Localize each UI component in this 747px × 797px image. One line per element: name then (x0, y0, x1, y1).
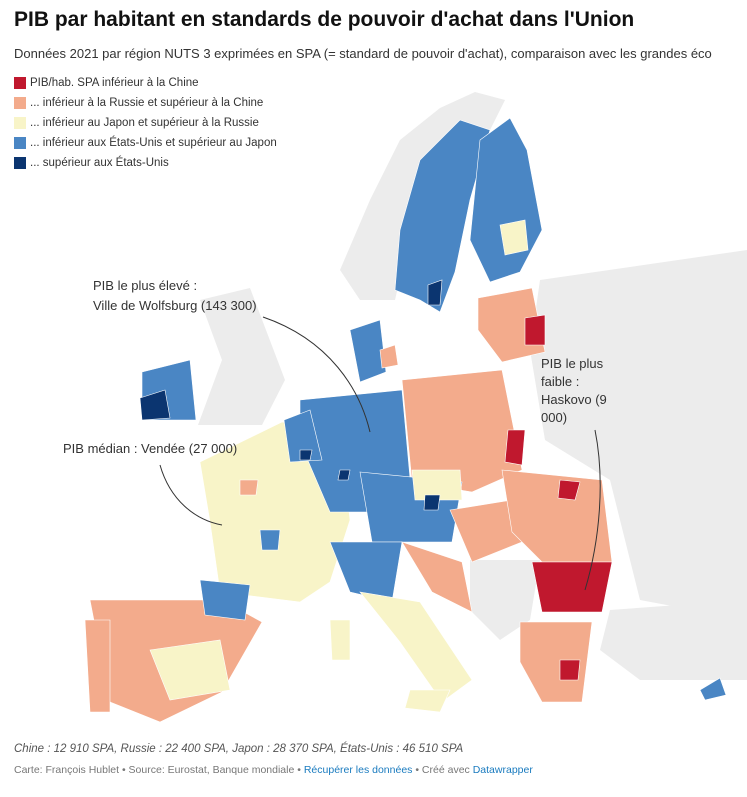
footer-note: Chine : 12 910 SPA, Russie : 22 400 SPA,… (14, 743, 464, 755)
region (427, 279, 443, 306)
legend-label: ... inférieur au Japon et supérieur à la… (30, 117, 259, 129)
legend-item: ... inférieur à la Russie et supérieur à… (14, 97, 263, 109)
region (559, 659, 581, 681)
region (504, 429, 526, 466)
legend-label: ... inférieur à la Russie et supérieur à… (30, 97, 264, 109)
credit-text: • Créé avec (412, 764, 473, 776)
region (404, 689, 451, 713)
credit: Carte: François Hublet • Source: Eurosta… (14, 764, 533, 776)
region (239, 479, 259, 496)
legend-label: PIB/hab. SPA inférieur à la Chine (30, 77, 199, 89)
region (199, 579, 251, 621)
region (329, 619, 351, 661)
legend-swatch (14, 157, 26, 169)
data-link[interactable]: Récupérer les données (303, 764, 413, 776)
annotation-line: PIB le plus élevé : (93, 278, 198, 293)
region (379, 344, 399, 369)
annotation-arrow (159, 464, 223, 526)
region (259, 529, 281, 551)
region (499, 219, 529, 256)
annotation: PIB le plus élevé : Ville de Wolfsburg (1… (93, 276, 257, 316)
legend-item: ... supérieur aux États-Unis (14, 157, 169, 169)
annotation: PIB médian : Vendée (27 000) (63, 441, 238, 456)
legend-swatch (14, 97, 26, 109)
legend-swatch (14, 117, 26, 129)
region (401, 369, 523, 493)
region (149, 639, 231, 701)
subtitle: Données 2021 par région NUTS 3 exprimées… (14, 46, 712, 61)
legend-item: PIB/hab. SPA inférieur à la Chine (14, 77, 199, 89)
region (469, 117, 543, 283)
region (411, 469, 463, 501)
region (394, 119, 491, 313)
region (401, 541, 473, 613)
regions (84, 117, 727, 723)
region (557, 479, 581, 501)
legend-item: ... inférieur au Japon et supérieur à la… (14, 117, 259, 129)
legend-label: ... inférieur aux États-Unis et supérieu… (30, 137, 277, 149)
region (337, 469, 351, 481)
region (423, 494, 441, 511)
region (524, 314, 546, 346)
region (531, 561, 613, 613)
annotation-arrow (584, 429, 601, 591)
datawrapper-link[interactable]: Datawrapper (472, 764, 533, 776)
legend-swatch (14, 137, 26, 149)
region (699, 677, 727, 701)
region (501, 469, 613, 563)
title: PIB par habitant en standards de pouvoir… (14, 8, 635, 31)
region (283, 409, 323, 463)
annotation-line: Ville de Wolfsburg (143 300) (93, 298, 257, 313)
region (519, 621, 593, 703)
annotation: PIB le plus faible : Haskovo (9 000) (541, 356, 607, 425)
region (84, 619, 111, 713)
annotation-arrow (262, 316, 371, 433)
legend-label: ... supérieur aux États-Unis (30, 157, 169, 169)
region (299, 449, 313, 461)
legend-swatch (14, 77, 26, 89)
credit-text: Carte: François Hublet • Source: Eurosta… (14, 764, 304, 776)
legend-item: ... inférieur aux États-Unis et supérieu… (14, 137, 277, 149)
region (349, 319, 387, 383)
region (139, 389, 171, 421)
region (359, 591, 473, 703)
